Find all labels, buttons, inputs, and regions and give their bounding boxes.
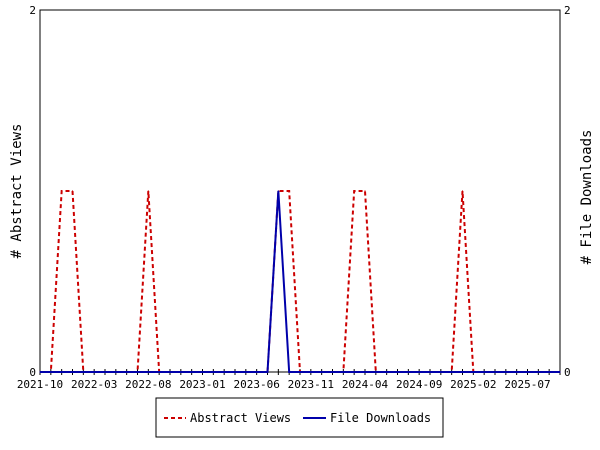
data-point-file-downloads xyxy=(407,371,409,373)
data-point-file-downloads xyxy=(39,371,41,373)
data-point-file-downloads xyxy=(526,371,529,373)
data-point-abstract-views xyxy=(147,190,149,192)
x-tick-label: 2021-10 xyxy=(17,378,63,391)
data-point-file-downloads xyxy=(440,371,442,373)
data-point-file-downloads xyxy=(61,371,63,373)
data-point-file-downloads xyxy=(461,371,464,373)
y-axis-title-left: # Abstract Views xyxy=(9,124,25,259)
data-point-file-downloads xyxy=(104,371,106,373)
data-point-file-downloads xyxy=(191,371,193,373)
data-point-file-downloads xyxy=(136,371,139,373)
data-point-file-downloads xyxy=(82,371,84,373)
data-point-file-downloads xyxy=(277,190,279,192)
data-point-abstract-views xyxy=(288,190,290,192)
y-tick-label-right: 2 xyxy=(564,4,571,17)
data-point-file-downloads xyxy=(299,371,301,373)
y-tick-label-left: 2 xyxy=(29,4,36,17)
data-point-file-downloads xyxy=(386,371,388,373)
data-point-file-downloads xyxy=(537,371,539,373)
data-point-file-downloads xyxy=(201,371,204,373)
data-point-abstract-views xyxy=(71,190,74,192)
x-axis: 2021-10 2022-03 2022-08 2023-01 2023-06 2023-… xyxy=(17,369,561,391)
data-point-file-downloads xyxy=(505,371,507,373)
data-point-file-downloads xyxy=(472,371,474,373)
series-layer xyxy=(39,190,561,373)
data-point-file-downloads xyxy=(342,371,344,373)
data-point-file-downloads xyxy=(483,371,485,373)
x-tick-label: 2023-06 xyxy=(233,378,279,391)
data-point-file-downloads xyxy=(245,371,247,373)
data-point-file-downloads xyxy=(180,371,182,373)
data-point-file-downloads xyxy=(126,371,128,373)
data-point-file-downloads xyxy=(559,371,561,373)
x-tick-label: 2024-04 xyxy=(342,378,389,391)
data-point-file-downloads xyxy=(115,371,117,373)
data-point-file-downloads xyxy=(266,371,269,373)
data-point-file-downloads xyxy=(451,371,453,373)
x-tick-label: 2022-08 xyxy=(125,378,171,391)
data-point-file-downloads xyxy=(396,371,399,373)
legend-box xyxy=(155,397,444,438)
x-tick-label: 2025-02 xyxy=(450,378,496,391)
y-tick-label-right: 0 xyxy=(564,366,571,379)
y-axis-title-right: # File Downloads xyxy=(579,130,595,265)
data-point-file-downloads xyxy=(50,371,52,373)
y-tick-label-left: 0 xyxy=(29,366,36,379)
legend: Abstract Views File Downloads xyxy=(155,397,444,438)
legend-label-file-downloads: File Downloads xyxy=(330,411,431,425)
data-point-abstract-views xyxy=(353,190,355,192)
data-point-file-downloads xyxy=(494,371,496,373)
data-point-file-downloads xyxy=(364,371,366,373)
x-tick-label: 2024-09 xyxy=(396,378,442,391)
data-point-file-downloads xyxy=(353,371,355,373)
data-point-abstract-views xyxy=(461,190,464,192)
data-point-file-downloads xyxy=(223,371,225,373)
data-point-file-downloads xyxy=(321,371,323,373)
data-point-file-downloads xyxy=(331,371,334,373)
data-point-file-downloads xyxy=(93,371,95,373)
data-point-file-downloads xyxy=(288,371,290,373)
data-point-file-downloads xyxy=(310,371,312,373)
x-tick-label: 2023-01 xyxy=(179,378,225,391)
data-point-file-downloads xyxy=(169,371,171,373)
data-point-file-downloads xyxy=(375,371,377,373)
plot-area xyxy=(39,9,561,373)
data-point-file-downloads xyxy=(71,371,74,373)
data-point-abstract-views xyxy=(364,190,366,192)
data-point-file-downloads xyxy=(256,371,258,373)
data-point-file-downloads xyxy=(418,371,420,373)
data-point-file-downloads xyxy=(234,371,236,373)
data-point-file-downloads xyxy=(212,371,214,373)
data-point-file-downloads xyxy=(548,371,550,373)
x-tick-label: 2022-03 xyxy=(71,378,117,391)
data-point-file-downloads xyxy=(429,371,431,373)
data-point-abstract-views xyxy=(61,190,63,192)
x-tick-label: 2025-07 xyxy=(504,378,550,391)
data-point-file-downloads xyxy=(516,371,518,373)
legend-label-abstract-views: Abstract Views xyxy=(190,411,291,425)
x-tick-label: 2023-11 xyxy=(288,378,334,391)
data-point-file-downloads xyxy=(158,371,160,373)
data-point-file-downloads xyxy=(147,371,149,373)
